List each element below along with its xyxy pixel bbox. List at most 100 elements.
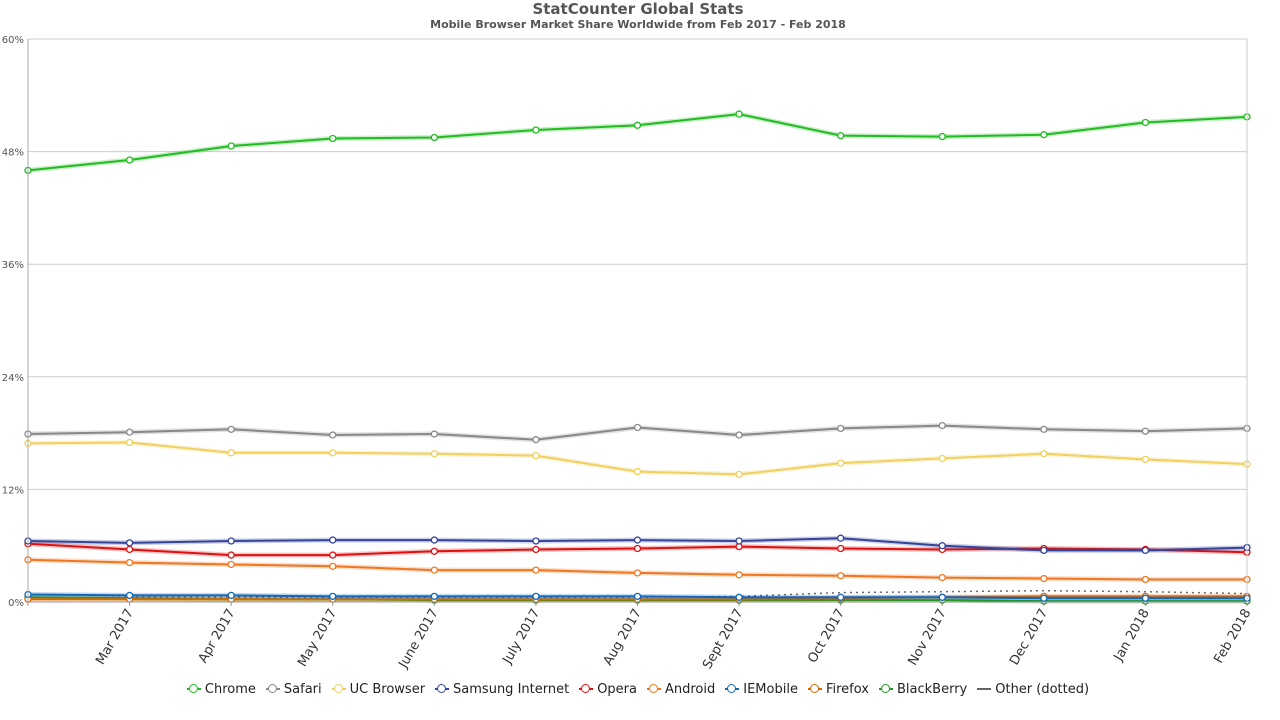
chart-subtitle: Mobile Browser Market Share Worldwide fr…: [430, 18, 846, 31]
legend-item-iemobile[interactable]: IEMobile: [725, 682, 798, 697]
x-tick-label: June 2017: [396, 607, 442, 672]
x-tick-label: May 2017: [295, 607, 340, 670]
plot-frame: [27, 39, 1248, 603]
data-point: [532, 436, 540, 444]
x-tick-label: Dec 2017: [1007, 607, 1051, 669]
data-point: [227, 537, 235, 545]
data-point: [633, 467, 642, 476]
x-tick-label: Apr 2017: [196, 607, 239, 666]
chart-title: StatCounter Global Stats: [532, 0, 744, 18]
legend-item-blackberry[interactable]: BlackBerry: [878, 682, 968, 697]
data-point: [837, 534, 845, 542]
data-point: [430, 430, 438, 438]
x-tick-label: Aug 2017: [601, 607, 645, 669]
data-point: [532, 451, 540, 460]
data-point: [430, 547, 438, 555]
data-point: [735, 571, 743, 579]
data-point: [837, 424, 845, 433]
data-point: [735, 110, 743, 118]
data-point: [227, 560, 235, 569]
data-point: [837, 593, 845, 601]
data-point: [430, 566, 438, 574]
data-point: [1040, 594, 1048, 602]
x-tick-label: Oct 2017: [805, 607, 848, 666]
data-point: [125, 591, 134, 600]
data-point: [633, 536, 642, 544]
legend-label: BlackBerry: [896, 682, 968, 697]
series-chrome: [24, 110, 1251, 175]
legend-swatch-icon: [579, 684, 594, 694]
y-tick-label: 12%: [2, 485, 24, 496]
legend-label: Chrome: [204, 682, 256, 697]
data-point: [125, 558, 134, 567]
y-tick-label: 24%: [2, 373, 24, 384]
legend-label: Safari: [283, 682, 322, 697]
legend-label: Other (dotted): [995, 682, 1090, 697]
series-other-dotted: [27, 589, 1248, 599]
data-point: [633, 423, 642, 432]
data-point: [430, 536, 438, 544]
y-tick-label: 60%: [2, 35, 24, 46]
data-point: [329, 536, 337, 544]
data-point: [227, 591, 235, 600]
data-point: [532, 545, 540, 554]
y-tick-label: 0%: [8, 598, 24, 609]
data-point: [938, 421, 946, 430]
legend-item-firefox[interactable]: Firefox: [807, 682, 869, 697]
data-point: [430, 133, 438, 142]
data-point: [735, 537, 743, 545]
legend-label: Opera: [597, 682, 637, 697]
data-point: [329, 134, 337, 143]
legend-item-uc-browser[interactable]: UC Browser: [331, 682, 425, 697]
data-point: [227, 142, 235, 150]
x-axis: Mar 2017 Apr 2017 May 2017 June 2017 July 20…: [27, 602, 1254, 672]
data-point: [329, 431, 337, 439]
data-point: [938, 573, 946, 582]
y-tick-label: 36%: [2, 260, 24, 271]
y-tick-label: 48%: [2, 148, 24, 159]
data-point: [735, 470, 743, 479]
legend-swatch-icon: [435, 684, 450, 694]
legend-item-other-dotted[interactable]: Other (dotted): [977, 682, 1089, 697]
legend-item-opera[interactable]: Opera: [579, 682, 637, 697]
legend-item-android[interactable]: Android: [646, 682, 716, 697]
legend-item-chrome[interactable]: Chrome: [186, 682, 256, 697]
legend-label: Samsung Internet: [453, 682, 570, 697]
data-point: [633, 121, 642, 129]
data-point: [125, 545, 134, 554]
data-point: [532, 566, 540, 574]
data-point: [633, 569, 642, 577]
legend-label: IEMobile: [743, 682, 798, 697]
data-point: [837, 459, 845, 467]
legend-label: Android: [664, 682, 716, 697]
data-point: [329, 562, 337, 570]
x-tick-label: Jan 2018: [1111, 607, 1153, 665]
data-point: [532, 592, 540, 601]
legend-item-samsung-internet[interactable]: Samsung Internet: [435, 682, 569, 697]
x-tick-label: July 2017: [500, 607, 544, 668]
data-point: [1141, 118, 1150, 127]
legend-swatch-icon: [331, 684, 346, 694]
legend-swatch-icon: [265, 684, 280, 694]
series-safari: [24, 421, 1251, 444]
data-point: [735, 593, 743, 601]
data-point: [1141, 594, 1150, 602]
legend-item-safari[interactable]: Safari: [265, 682, 322, 697]
data-point: [125, 539, 134, 547]
data-point: [430, 450, 438, 458]
data-point: [938, 454, 946, 463]
series-android: [24, 556, 1251, 584]
legend-swatch-icon: [977, 684, 992, 694]
x-tick-label: Mar 2017: [93, 607, 137, 668]
data-point: [837, 572, 845, 580]
series-iemobile: [24, 590, 1251, 602]
y-axis: 0% 12% 24% 36% 48% 60%: [2, 35, 24, 609]
data-point: [532, 126, 540, 134]
legend-swatch-icon: [878, 684, 893, 694]
data-point: [1141, 546, 1150, 555]
data-point: [837, 131, 845, 140]
series-uc-browser: [24, 438, 1251, 479]
legend-swatch-icon: [725, 684, 740, 694]
data-point: [1040, 131, 1048, 139]
data-point: [532, 537, 540, 545]
